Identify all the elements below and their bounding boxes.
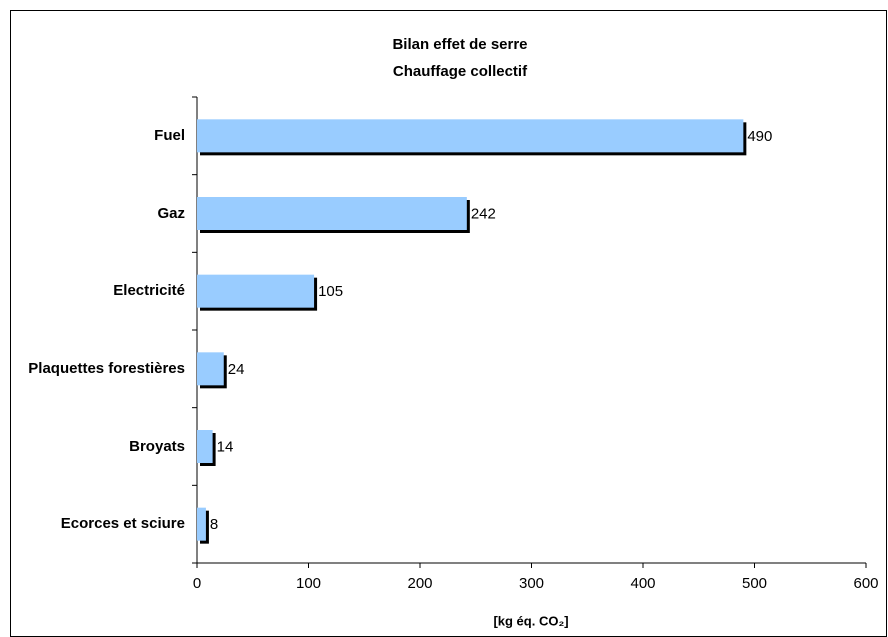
value-label: 8 [210, 516, 218, 533]
x-tick-label: 100 [296, 575, 321, 592]
x-tick-label: 0 [193, 575, 201, 592]
bar [197, 197, 467, 230]
value-label: 14 [217, 438, 234, 455]
y-tick-label: Electricité [113, 282, 185, 300]
bar [197, 119, 744, 153]
bar [197, 507, 206, 541]
x-tick-label: 300 [519, 575, 544, 592]
value-label: 490 [747, 128, 772, 145]
y-tick-label: Plaquettes forestières [28, 359, 185, 377]
value-label: 105 [318, 283, 343, 300]
y-tick-label: Fuel [154, 126, 185, 144]
x-axis-label: [kg éq. CO₂] [493, 613, 568, 628]
y-tick-label: Ecorces et sciure [60, 515, 185, 533]
x-tick-label: 200 [407, 575, 432, 592]
y-tick-label: Broyats [129, 437, 185, 455]
x-tick-label: 600 [853, 575, 878, 592]
bar [197, 430, 213, 463]
chart-frame [10, 10, 887, 637]
value-label: 24 [228, 361, 245, 378]
x-tick-label: 400 [630, 575, 655, 592]
y-tick-label: Gaz [157, 204, 185, 222]
value-label: 242 [471, 205, 496, 222]
bar [197, 274, 315, 308]
chart-subtitle: Chauffage collectif [393, 63, 528, 80]
chart-title: Bilan effet de serre [392, 36, 527, 53]
x-tick-label: 500 [742, 575, 767, 592]
bar [197, 352, 224, 386]
